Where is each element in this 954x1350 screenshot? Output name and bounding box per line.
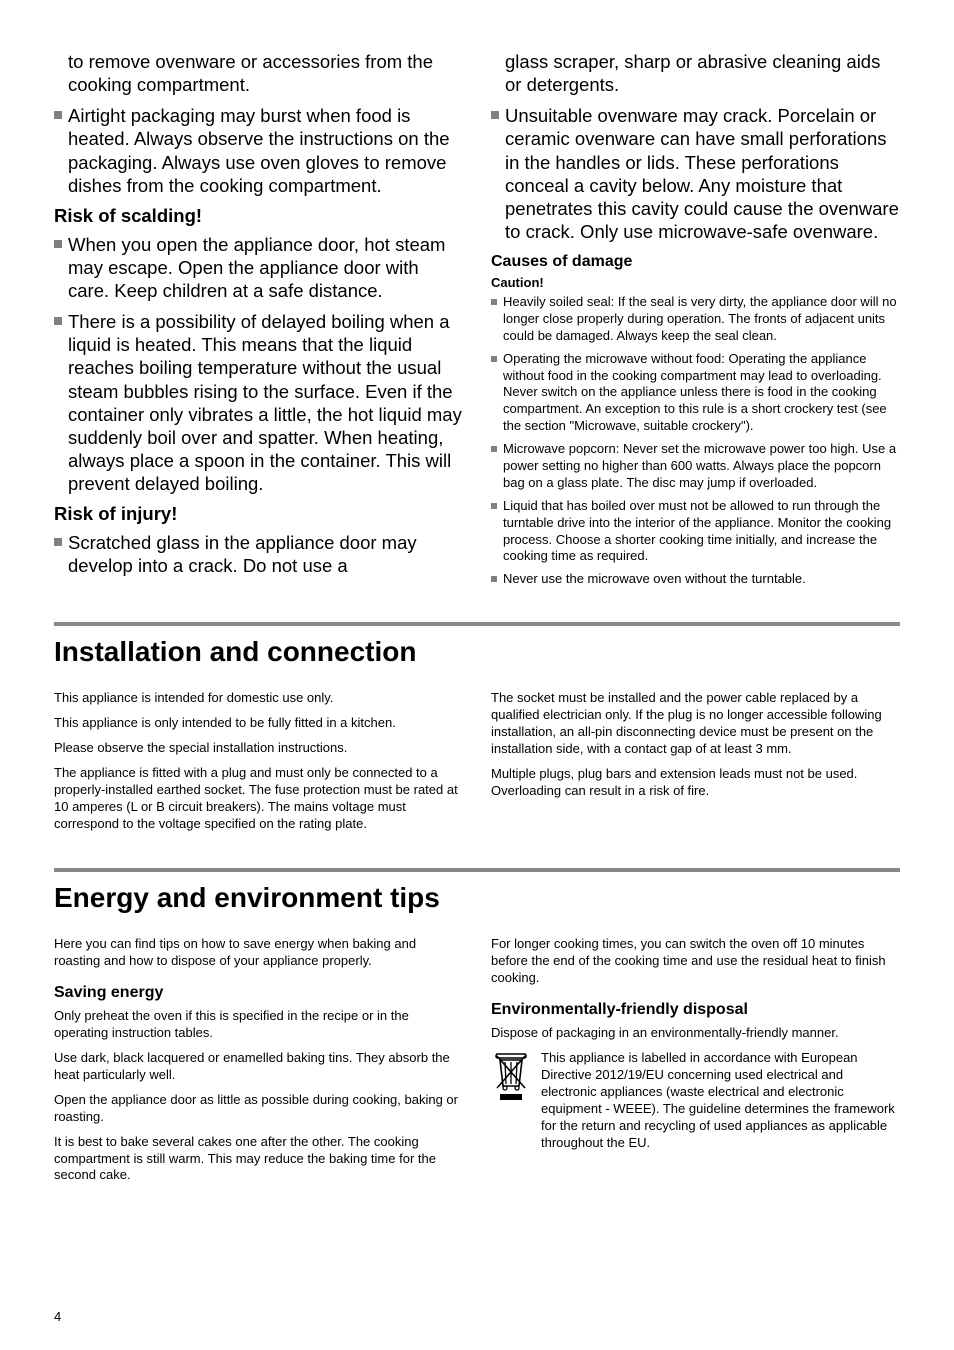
continued-paragraph: glass scraper, sharp or abrasive cleanin…	[505, 50, 900, 96]
risk-injury-heading: Risk of injury!	[54, 503, 463, 525]
bullet-icon	[491, 576, 497, 582]
bullet-text: Microwave popcorn: Never set the microwa…	[503, 441, 900, 492]
paragraph: Please observe the special installation …	[54, 740, 463, 757]
bullet-icon	[491, 356, 497, 362]
caution-label: Caution!	[491, 275, 900, 290]
energy-section: Here you can find tips on how to save en…	[54, 936, 900, 1192]
installation-section: This appliance is intended for domestic …	[54, 690, 900, 840]
bullet-item: Heavily soiled seal: If the seal is very…	[491, 294, 900, 345]
page-number: 4	[54, 1309, 61, 1324]
bullet-item: Never use the microwave oven without the…	[491, 571, 900, 588]
safety-warnings-section: to remove ovenware or accessories from t…	[54, 50, 900, 594]
continued-paragraph: to remove ovenware or accessories from t…	[68, 50, 463, 96]
section-divider	[54, 622, 900, 626]
left-column: to remove ovenware or accessories from t…	[54, 50, 463, 594]
bullet-text: Unsuitable ovenware may crack. Porcelain…	[505, 104, 900, 243]
paragraph: This appliance is intended for domestic …	[54, 690, 463, 707]
weee-block: This appliance is labelled in accordance…	[491, 1050, 900, 1151]
bullet-text: Never use the microwave oven without the…	[503, 571, 806, 588]
bullet-item: Liquid that has boiled over must not be …	[491, 498, 900, 566]
bullet-text: Heavily soiled seal: If the seal is very…	[503, 294, 900, 345]
paragraph: Multiple plugs, plug bars and extension …	[491, 766, 900, 800]
bullet-text: When you open the appliance door, hot st…	[68, 233, 463, 302]
causes-damage-heading: Causes of damage	[491, 253, 900, 271]
left-column: Here you can find tips on how to save en…	[54, 936, 463, 1192]
bullet-item: There is a possibility of delayed boilin…	[54, 310, 463, 495]
bullet-icon	[54, 240, 62, 248]
paragraph: It is best to bake several cakes one aft…	[54, 1134, 463, 1185]
paragraph: Use dark, black lacquered or enamelled b…	[54, 1050, 463, 1084]
saving-energy-heading: Saving energy	[54, 984, 463, 1002]
bullet-text: Scratched glass in the appliance door ma…	[68, 531, 463, 577]
bullet-icon	[491, 446, 497, 452]
bullet-icon	[54, 538, 62, 546]
bullet-item: Operating the microwave without food: Op…	[491, 351, 900, 435]
bullet-item: Airtight packaging may burst when food i…	[54, 104, 463, 197]
env-disposal-heading: Environmentally-friendly disposal	[491, 1001, 900, 1019]
bullet-icon	[491, 503, 497, 509]
paragraph: Only preheat the oven if this is specifi…	[54, 1008, 463, 1042]
energy-title: Energy and environment tips	[54, 882, 900, 914]
section-divider	[54, 868, 900, 872]
paragraph: This appliance is only intended to be fu…	[54, 715, 463, 732]
right-column: glass scraper, sharp or abrasive cleanin…	[491, 50, 900, 594]
weee-icon	[491, 1050, 531, 1151]
paragraph: For longer cooking times, you can switch…	[491, 936, 900, 987]
bullet-text: Liquid that has boiled over must not be …	[503, 498, 900, 566]
left-column: This appliance is intended for domestic …	[54, 690, 463, 840]
paragraph: The appliance is fitted with a plug and …	[54, 765, 463, 833]
bullet-icon	[54, 317, 62, 325]
paragraph: Here you can find tips on how to save en…	[54, 936, 463, 970]
right-column: The socket must be installed and the pow…	[491, 690, 900, 840]
bullet-item: When you open the appliance door, hot st…	[54, 233, 463, 302]
weee-text: This appliance is labelled in accordance…	[541, 1050, 900, 1151]
bullet-text: Operating the microwave without food: Op…	[503, 351, 900, 435]
paragraph: Dispose of packaging in an environmental…	[491, 1025, 900, 1042]
installation-title: Installation and connection	[54, 636, 900, 668]
bullet-text: Airtight packaging may burst when food i…	[68, 104, 463, 197]
bullet-item: Scratched glass in the appliance door ma…	[54, 531, 463, 577]
paragraph: The socket must be installed and the pow…	[491, 690, 900, 758]
risk-scalding-heading: Risk of scalding!	[54, 205, 463, 227]
bullet-item: Unsuitable ovenware may crack. Porcelain…	[491, 104, 900, 243]
bullet-item: Microwave popcorn: Never set the microwa…	[491, 441, 900, 492]
bullet-text: There is a possibility of delayed boilin…	[68, 310, 463, 495]
paragraph: Open the appliance door as little as pos…	[54, 1092, 463, 1126]
bullet-icon	[491, 299, 497, 305]
right-column: For longer cooking times, you can switch…	[491, 936, 900, 1192]
bullet-icon	[54, 111, 62, 119]
bullet-icon	[491, 111, 499, 119]
